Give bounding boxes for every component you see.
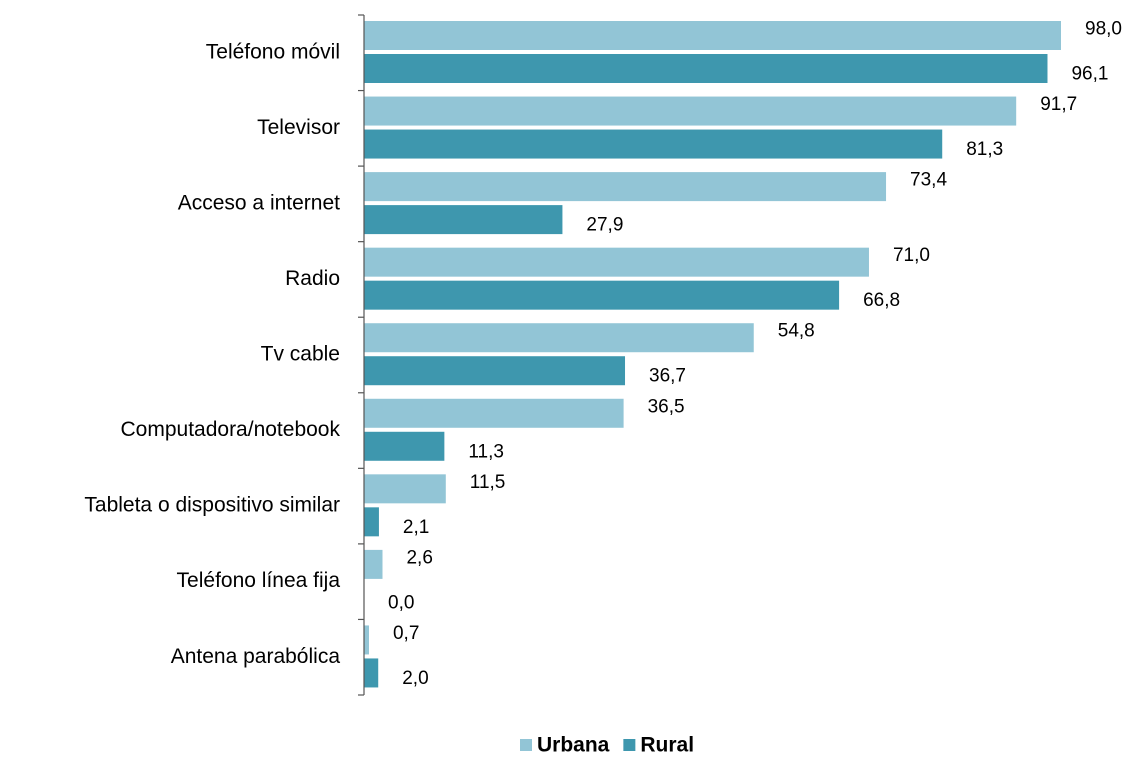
bar xyxy=(364,356,626,386)
value-label: 96,1 xyxy=(1071,64,1108,85)
category-label: Acceso a internet xyxy=(178,191,340,214)
bar xyxy=(364,96,1017,126)
bar xyxy=(364,431,445,461)
category-label: Computadora/notebook xyxy=(121,418,341,441)
value-label: 2,6 xyxy=(406,547,432,568)
value-label: 98,0 xyxy=(1085,19,1122,40)
value-label: 66,8 xyxy=(863,290,900,311)
bar xyxy=(364,625,369,655)
value-label: 81,3 xyxy=(966,139,1003,160)
legend-swatch xyxy=(623,739,636,751)
category-label: Televisor xyxy=(257,116,340,139)
value-label: 36,7 xyxy=(649,366,686,387)
bar xyxy=(364,205,563,235)
bar xyxy=(364,247,869,277)
bar xyxy=(364,280,840,310)
value-label: 11,3 xyxy=(468,441,504,462)
value-label: 2,0 xyxy=(402,668,428,689)
category-label: Antena parabólica xyxy=(171,645,341,668)
bar xyxy=(364,474,446,504)
value-label: 73,4 xyxy=(910,170,947,191)
category-label: Teléfono línea fija xyxy=(177,569,341,592)
category-label: Teléfono móvil xyxy=(206,40,340,63)
value-label: 27,9 xyxy=(586,215,623,236)
category-label: Tableta o dispositivo similar xyxy=(84,494,340,517)
bar xyxy=(364,658,379,688)
category-label: Radio xyxy=(285,267,340,290)
value-label: 54,8 xyxy=(778,321,815,342)
value-label: 0,7 xyxy=(393,623,419,644)
value-label: 11,5 xyxy=(470,472,506,493)
bar xyxy=(364,21,1061,50)
value-label: 91,7 xyxy=(1040,94,1077,115)
value-label: 36,5 xyxy=(648,396,685,417)
value-label: 0,0 xyxy=(388,592,414,613)
legend-label: Rural xyxy=(640,734,694,757)
category-label: Tv cable xyxy=(261,343,340,366)
bar xyxy=(364,507,379,537)
legend-swatch xyxy=(520,739,532,751)
bar xyxy=(364,549,383,579)
value-label: 71,0 xyxy=(893,245,930,266)
bar xyxy=(364,398,624,428)
value-label: 2,1 xyxy=(403,517,429,538)
legend-label: Urbana xyxy=(537,734,610,757)
bar xyxy=(364,172,887,202)
bar xyxy=(364,54,1048,83)
bar xyxy=(364,323,754,353)
bar xyxy=(364,129,943,159)
